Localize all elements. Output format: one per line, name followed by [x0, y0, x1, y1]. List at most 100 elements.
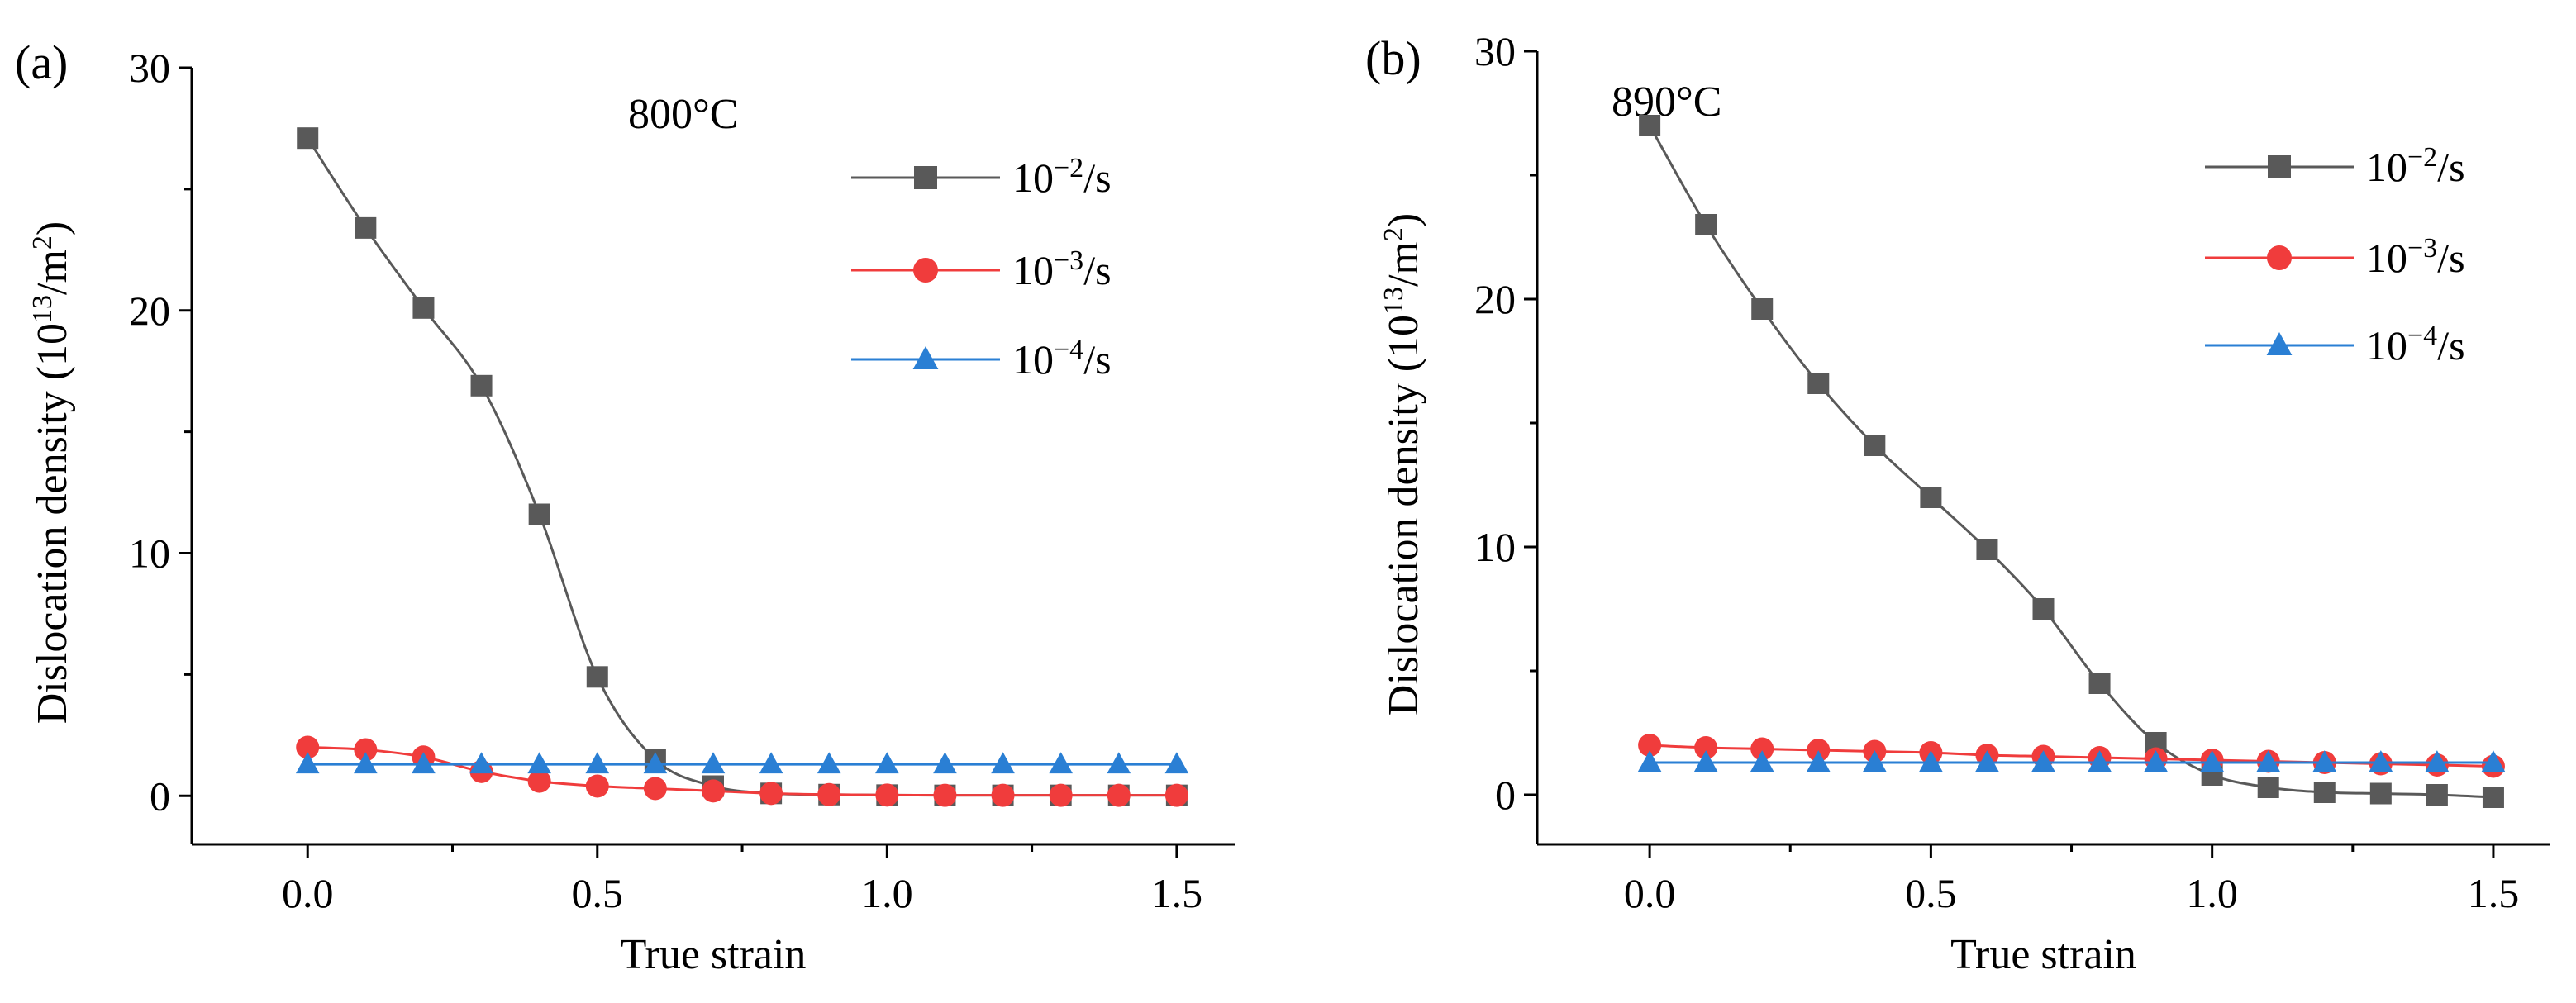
circle-marker [527, 769, 551, 793]
triangle-marker [1693, 750, 1718, 772]
y-tick-label: 20 [1474, 276, 1516, 322]
legend-label-base: 10 [2366, 322, 2407, 368]
triangle-marker [912, 346, 939, 369]
square-marker [1920, 487, 1942, 508]
temperature-annotation: 800°C [628, 91, 738, 138]
legend-label-base: 10 [2366, 235, 2407, 281]
square-marker [297, 127, 319, 150]
y-axis-title-part: Dislocation density (10 [1380, 315, 1427, 715]
legend-label-unit: /s [1083, 247, 1111, 293]
legend-label: 10−4/s [2366, 321, 2465, 369]
triangle-marker [2425, 750, 2450, 772]
triangle-marker [701, 752, 726, 774]
legend-label: 10−3/s [1012, 245, 1112, 294]
triangle-marker [1863, 750, 1887, 772]
square-marker [1695, 214, 1717, 235]
circle-marker [1164, 783, 1188, 807]
square-marker [1639, 115, 1661, 136]
x-axis-title: True strain [621, 931, 807, 978]
square-marker [2426, 784, 2448, 806]
legend-label-base: 10 [1012, 247, 1054, 293]
square-marker [355, 216, 377, 239]
circle-marker [702, 779, 725, 803]
legend-label-base: 10 [2366, 144, 2407, 190]
triangle-marker [1975, 750, 1999, 772]
triangle-marker [643, 752, 668, 774]
square-marker [412, 297, 435, 319]
x-tick-label: 1.0 [861, 870, 913, 916]
triangle-marker [1750, 750, 1774, 772]
circle-marker [296, 735, 320, 759]
triangle-marker [1107, 752, 1131, 774]
panel-label: (b) [1365, 31, 1421, 85]
triangle-marker [2088, 750, 2112, 772]
triangle-marker [295, 752, 320, 774]
square-marker [528, 503, 550, 525]
square-marker [1864, 435, 1886, 456]
triangle-marker [875, 752, 899, 774]
triangle-marker [2031, 750, 2055, 772]
square-marker [1751, 298, 1774, 320]
y-axis-title-part: /m [1380, 241, 1427, 287]
legend-label-unit: /s [2437, 322, 2464, 368]
circle-marker [1638, 734, 1662, 757]
legend-label-exponent: −3 [1054, 245, 1083, 276]
temperature-annotation: 890°C [1612, 78, 1721, 126]
circle-marker [875, 783, 899, 807]
x-tick-label: 0.0 [282, 870, 334, 916]
circle-marker [759, 782, 783, 806]
y-axis-title-superscript: 2 [1378, 227, 1409, 241]
triangle-marker [527, 752, 551, 774]
circle-marker [991, 783, 1015, 807]
series-line [307, 746, 1177, 797]
circle-marker [913, 258, 938, 283]
y-tick-label: 20 [129, 288, 170, 334]
square-marker [2313, 782, 2336, 803]
circle-marker [933, 783, 957, 807]
legend-label-unit: /s [2437, 144, 2464, 190]
square-marker [2268, 155, 2291, 178]
circle-marker [1807, 739, 1831, 762]
y-tick-label: 0 [150, 772, 170, 819]
x-axis-title: True strain [1950, 931, 2136, 978]
y-tick-label: 30 [1474, 28, 1516, 74]
legend-label-unit: /s [2437, 235, 2464, 281]
x-tick-label: 0.0 [1624, 870, 1676, 916]
circle-marker [817, 782, 841, 806]
y-tick-label: 0 [1495, 772, 1516, 818]
legend-label-base: 10 [1012, 154, 1054, 201]
square-marker [2257, 777, 2279, 798]
y-tick-label: 10 [1474, 524, 1516, 570]
x-tick-label: 1.5 [1151, 870, 1203, 916]
circle-marker [2267, 245, 2292, 270]
series-line [1648, 125, 2494, 799]
y-axis-title: Dislocation density (1013/m2) [1378, 213, 1428, 716]
legend-label: 10−2/s [1012, 153, 1112, 202]
square-marker [2032, 598, 2055, 620]
x-tick-label: 0.5 [1905, 870, 1957, 916]
square-marker [470, 374, 493, 397]
square-marker [1807, 373, 1830, 394]
square-marker [914, 166, 937, 189]
square-marker [586, 666, 608, 688]
legend-label: 10−4/s [1012, 335, 1112, 383]
square-marker [1976, 539, 1998, 560]
legend-label: 10−3/s [2366, 233, 2465, 282]
square-marker [2482, 787, 2504, 808]
x-tick-label: 1.0 [2186, 870, 2238, 916]
triangle-marker [1164, 752, 1189, 774]
y-axis-title-superscript: 13 [27, 295, 58, 323]
circle-marker [1694, 736, 1718, 759]
circle-marker [585, 774, 609, 798]
square-marker [2369, 782, 2392, 805]
legend-label-base: 10 [1012, 336, 1054, 383]
triangle-marker [759, 752, 783, 774]
triangle-marker [2369, 750, 2393, 772]
panel-label: (a) [15, 36, 68, 89]
y-axis-title-part: /m [29, 250, 76, 295]
y-axis-title-superscript: 13 [1378, 287, 1409, 315]
circle-marker [1107, 783, 1131, 807]
panel-b: 0 10 20 30 0.0 0.5 1.0 1.5 True strain Dislocatio… [1365, 28, 2550, 978]
triangle-marker [991, 752, 1015, 774]
triangle-marker [2256, 750, 2281, 772]
